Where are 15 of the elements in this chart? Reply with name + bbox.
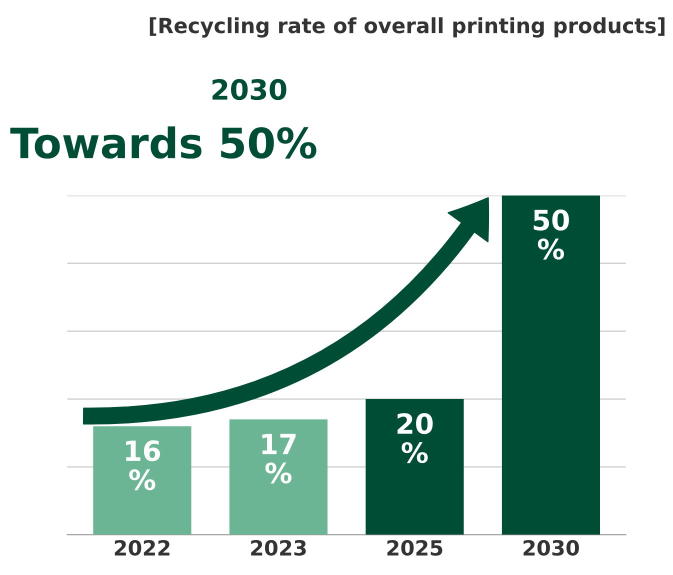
bar bbox=[502, 196, 600, 535]
x-tick-label: 2022 bbox=[114, 540, 170, 556]
data-label: 20 % bbox=[398, 413, 433, 464]
x-tick-label: 2030 bbox=[524, 540, 579, 556]
bar bbox=[229, 419, 328, 535]
bar bbox=[93, 426, 192, 535]
data-label: 16 % bbox=[126, 440, 160, 490]
bar bbox=[366, 399, 464, 535]
x-tick-label: 2025 bbox=[387, 540, 442, 556]
chart-title: [Recycling rate of overall printing products] bbox=[150, 17, 664, 38]
data-label: 17 % bbox=[262, 434, 296, 484]
text: 2030 bbox=[212, 79, 286, 100]
text: Towards 50% bbox=[10, 126, 316, 159]
data-label: 50 % bbox=[534, 210, 569, 260]
x-tick-label: 2023 bbox=[251, 540, 306, 556]
